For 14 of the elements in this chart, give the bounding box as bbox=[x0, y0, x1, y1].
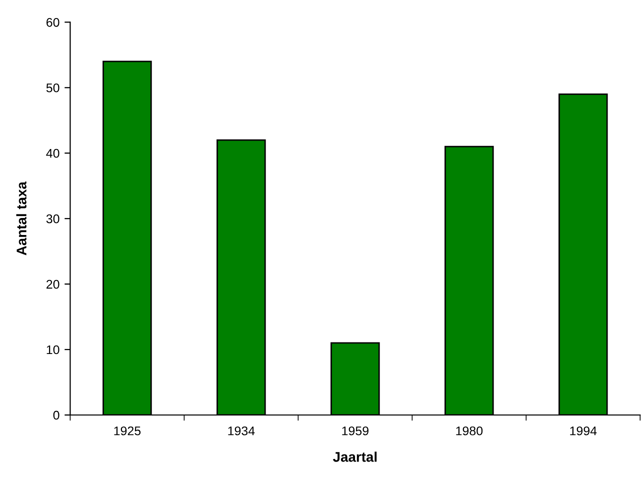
y-tick-label: 10 bbox=[46, 345, 60, 354]
y-tick-label: 50 bbox=[46, 83, 60, 92]
x-tick-label: 1980 bbox=[456, 426, 483, 436]
y-tick-label: 40 bbox=[46, 148, 60, 158]
y-tick-label: 30 bbox=[46, 214, 60, 224]
y-tick-label: 60 bbox=[46, 18, 60, 27]
y-tick-label: 20 bbox=[46, 280, 60, 289]
x-axis-title: Jaartal bbox=[332, 452, 377, 462]
x-tick-label: 1959 bbox=[342, 426, 368, 436]
y-tick-label: 0 bbox=[53, 410, 60, 420]
x-tick-label: 1934 bbox=[228, 426, 255, 436]
x-tick-label: 1994 bbox=[570, 426, 597, 436]
x-tick-label: 1925 bbox=[114, 426, 141, 436]
y-axis-title: Aantal taxa bbox=[16, 181, 26, 256]
